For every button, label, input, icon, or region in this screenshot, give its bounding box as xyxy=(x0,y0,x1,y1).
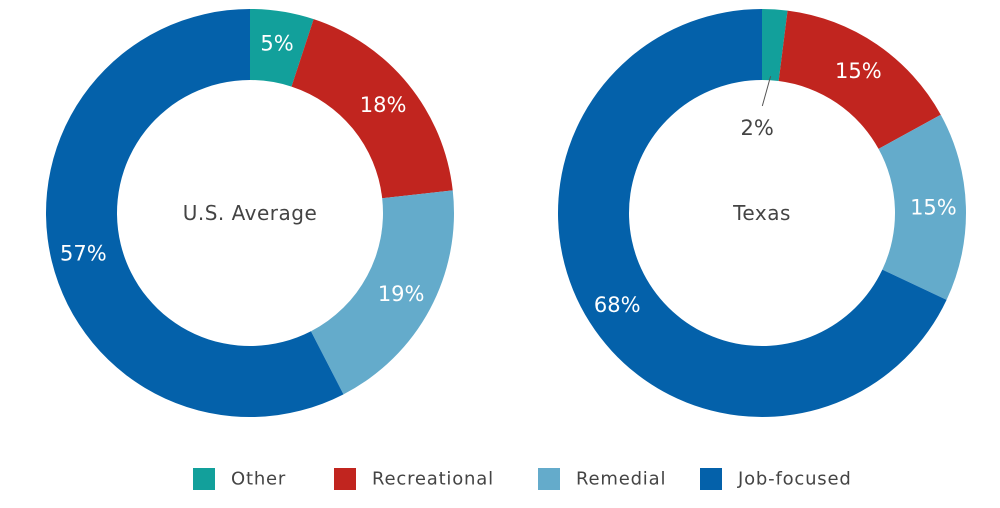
slice-recreational xyxy=(291,19,453,199)
legend-swatch xyxy=(700,468,722,490)
legend-label: Other xyxy=(231,469,286,490)
slice-label-job-focused: 68% xyxy=(594,293,641,317)
legend-item-other: Other xyxy=(193,468,286,490)
slice-label-remedial: 15% xyxy=(910,196,957,220)
slice-other xyxy=(250,9,314,87)
leader-line-other xyxy=(761,76,772,107)
donut-chart-texas: 2% 15% 15% 68% Texas xyxy=(558,9,966,417)
slice-label-recreational: 15% xyxy=(835,59,882,83)
legend-item-remedial: Remedial xyxy=(538,468,666,490)
chart-center-title: U.S. Average xyxy=(183,201,318,225)
slice-recreational xyxy=(778,10,941,149)
chart-center-title: Texas xyxy=(732,201,791,225)
legend-item-recreational: Recreational xyxy=(334,468,494,490)
slice-label-other: 5% xyxy=(260,32,293,56)
legend-label: Remedial xyxy=(576,469,666,490)
slice-label-remedial: 19% xyxy=(378,282,425,306)
legend-label: Recreational xyxy=(372,469,494,490)
donut-chart-us-average: 5% 18% 19% 57% U.S. Average xyxy=(45,9,454,417)
legend-swatch xyxy=(334,468,356,490)
slice-remedial xyxy=(878,114,966,300)
slice-remedial xyxy=(310,190,454,395)
legend: Other Recreational Remedial Job-focused xyxy=(193,468,852,490)
slice-label-other: 2% xyxy=(740,116,773,140)
legend-label: Job-focused xyxy=(737,469,852,490)
slice-job-focused xyxy=(45,9,344,417)
slice-job-focused xyxy=(558,9,947,417)
slice-label-job-focused: 57% xyxy=(60,241,107,265)
legend-swatch xyxy=(193,468,215,490)
slice-other xyxy=(762,9,788,82)
slice-label-recreational: 18% xyxy=(360,93,407,117)
legend-swatch xyxy=(538,468,560,490)
legend-item-job-focused: Job-focused xyxy=(700,468,852,490)
